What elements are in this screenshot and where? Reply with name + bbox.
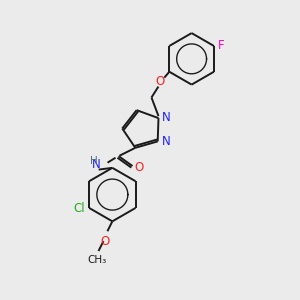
Text: H: H [90,156,98,166]
Text: N: N [161,111,170,124]
Text: N: N [162,135,170,148]
Text: O: O [134,161,144,174]
Text: O: O [156,75,165,88]
Text: O: O [101,235,110,248]
Text: CH₃: CH₃ [88,255,107,265]
Text: Cl: Cl [74,202,85,215]
Text: N: N [92,158,100,171]
Text: F: F [218,40,224,52]
